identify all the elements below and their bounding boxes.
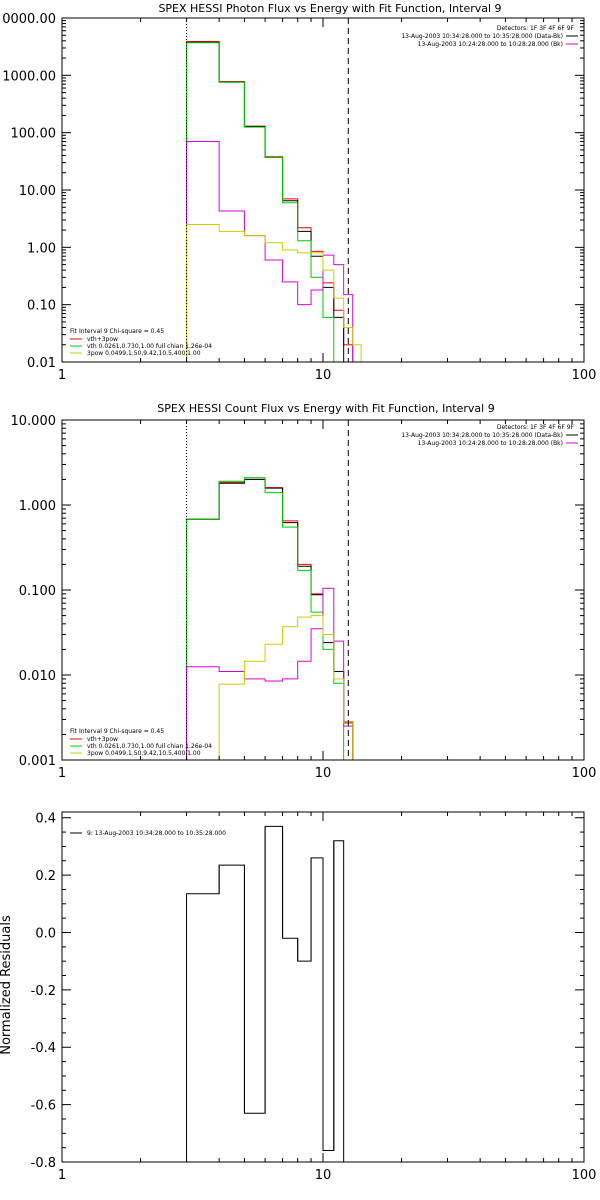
x-tick-label: 100 — [572, 766, 597, 781]
chart-title: SPEX HESSI Count Flux vs Energy with Fit… — [157, 402, 494, 415]
chart-title: SPEX HESSI Photon Flux vs Energy with Fi… — [158, 2, 501, 15]
axis-ticks: 1 10 100 -0.8 -0.6 -0.4 -0.2 0.0 0.2 0.4 — [31, 812, 597, 1183]
x-tick-label: 100 — [572, 368, 597, 383]
y-tick-label: -0.6 — [31, 1099, 56, 1114]
x-tick-label: 1 — [58, 1168, 66, 1183]
legend-line: 3pow 0.0499,1.50,9.42,10.5,400,1.00 — [87, 350, 201, 357]
x-tick-label: 10 — [315, 766, 332, 781]
header-line: Detectors: 1F 3F 4F 6F 9F — [497, 424, 575, 431]
legend: Fit Interval 9 Chi-square = 0.45 vth+3po… — [70, 728, 212, 757]
x-tick-label: 100 — [572, 1168, 597, 1183]
y-tick-label: 0.01 — [27, 356, 56, 371]
header-line: 13-Aug-2003 10:34:28.000 to 10:35:28.000… — [401, 432, 563, 439]
series-line — [186, 141, 362, 362]
y-tick-label: 0.100 — [19, 584, 56, 599]
y-tick-label: 100.00 — [11, 127, 57, 142]
legend-line: Fit Interval 9 Chi-square = 0.45 — [70, 328, 164, 335]
axis-ticks: 1 10 100 0.01 0.10 1.00 10.00 100.00 1000.00 0000… — [2, 12, 596, 383]
y-axis-label: Normalized Residuals — [0, 915, 14, 1055]
x-tick-label: 1 — [58, 368, 66, 383]
header-block: Detectors: 1F 3F 4F 6F 9F 13-Aug-2003 10… — [401, 25, 578, 48]
series-line — [186, 42, 344, 362]
y-tick-label: 1.00 — [27, 241, 56, 256]
y-tick-label: 0.2 — [35, 869, 56, 884]
x-tick-label: 1 — [58, 766, 66, 781]
y-tick-label: 0000.00 — [2, 12, 56, 27]
y-tick-label: 0.4 — [35, 812, 56, 827]
axis-ticks: 1 10 100 0.001 0.010 0.100 1.000 10.000 — [11, 414, 597, 781]
x-tick-label: 10 — [315, 1168, 332, 1183]
header-line: Detectors: 1F 3F 4F 6F 9F — [497, 25, 575, 32]
series-line — [186, 40, 362, 362]
y-tick-label: 0.0 — [35, 926, 56, 941]
y-tick-label: -0.4 — [31, 1041, 56, 1056]
residuals-panel: 1 10 100 -0.8 -0.6 -0.4 -0.2 0.0 0.2 0.4 Normaliz… — [0, 811, 597, 1183]
legend-line: 3pow 0.0499,1.50,9.42,10.5,400,1.00 — [87, 750, 201, 757]
header-line: 13-Aug-2003 10:24:28.000 to 10:28:28.000… — [418, 41, 563, 48]
legend-line: vth+3pow — [87, 736, 118, 743]
y-tick-label: 1.000 — [19, 499, 56, 514]
legend: 9: 13-Aug-2003 10:34:28.000 to 10:35:28.… — [70, 830, 226, 837]
header-line: 13-Aug-2003 10:34:28.000 to 10:35:28.000… — [401, 33, 563, 40]
y-tick-label: 0.10 — [27, 299, 56, 314]
legend: Fit Interval 9 Chi-square = 0.45 vth+3po… — [70, 328, 212, 357]
y-tick-label: 0.010 — [19, 669, 56, 684]
legend-line: vth+3pow — [87, 336, 118, 343]
y-tick-label: 10.000 — [11, 414, 57, 429]
series-line — [186, 587, 354, 760]
y-tick-label: -0.2 — [31, 984, 56, 999]
series-line — [186, 478, 362, 760]
y-tick-label: -0.8 — [31, 1156, 56, 1171]
legend-line: vth 0.0261,0.730,1.00 full chian 1.26e-0… — [87, 343, 212, 350]
legend-line: 9: 13-Aug-2003 10:34:28.000 to 10:35:28.… — [87, 830, 226, 837]
residual-line — [186, 825, 345, 1162]
plot-area — [186, 18, 362, 362]
plot-area — [186, 420, 362, 760]
series-line — [186, 41, 353, 362]
y-tick-label: 0.001 — [19, 754, 56, 769]
y-tick-label: 1000.00 — [2, 69, 56, 84]
count-flux-panel: SPEX HESSI Count Flux vs Energy with Fit… — [11, 402, 597, 781]
plot-area — [186, 825, 345, 1162]
legend-line: Fit Interval 9 Chi-square = 0.45 — [70, 728, 164, 735]
y-tick-label: 10.00 — [19, 184, 56, 199]
series-line — [186, 224, 362, 362]
header-line: 13-Aug-2003 10:24:28.000 to 10:28:28.000… — [418, 440, 563, 447]
x-tick-label: 10 — [315, 368, 332, 383]
series-line — [186, 477, 353, 760]
series-line — [186, 478, 354, 760]
legend-line: vth 0.0261,0.730,1.00 full chian 1.26e-0… — [87, 743, 212, 750]
series-line — [186, 615, 362, 760]
header-block: Detectors: 1F 3F 4F 6F 9F 13-Aug-2003 10… — [401, 424, 578, 447]
photon-flux-panel: SPEX HESSI Photon Flux vs Energy with Fi… — [2, 2, 596, 383]
